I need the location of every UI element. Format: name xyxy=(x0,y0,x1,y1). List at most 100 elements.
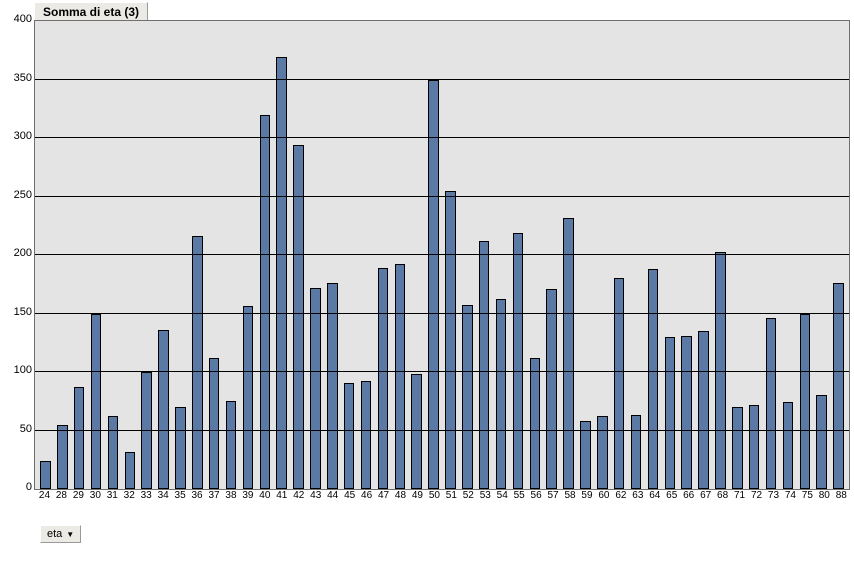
bar-slot xyxy=(577,21,594,489)
bar-slot xyxy=(358,21,375,489)
bar xyxy=(445,191,455,489)
x-tick-label: 58 xyxy=(562,490,579,501)
bar-slot xyxy=(189,21,206,489)
bar-slot xyxy=(88,21,105,489)
dropdown-label: eta xyxy=(47,528,62,540)
bar-slot xyxy=(661,21,678,489)
bar xyxy=(816,395,826,489)
bar-slot xyxy=(830,21,847,489)
bar xyxy=(293,145,303,489)
bar-slot xyxy=(712,21,729,489)
y-tick-label: 200 xyxy=(4,247,32,259)
gridline xyxy=(35,371,849,372)
bar-slot xyxy=(223,21,240,489)
plot-area xyxy=(34,20,850,490)
bar xyxy=(597,416,607,489)
y-tick-label: 250 xyxy=(4,189,32,201)
bar xyxy=(108,416,118,489)
bar xyxy=(141,372,151,489)
x-tick-label: 88 xyxy=(833,490,850,501)
y-tick-label: 300 xyxy=(4,130,32,142)
bar xyxy=(310,288,320,489)
x-tick-label: 62 xyxy=(612,490,629,501)
bar xyxy=(530,358,540,489)
bar xyxy=(681,336,691,489)
x-tick-label: 59 xyxy=(579,490,596,501)
x-tick-label: 60 xyxy=(595,490,612,501)
bar-slot xyxy=(172,21,189,489)
bar xyxy=(344,383,354,489)
bar-slot xyxy=(54,21,71,489)
x-tick-label: 67 xyxy=(697,490,714,501)
x-tick-label: 64 xyxy=(646,490,663,501)
bar-slot xyxy=(138,21,155,489)
bar-slot xyxy=(796,21,813,489)
x-tick-label: 42 xyxy=(290,490,307,501)
bar-slot xyxy=(105,21,122,489)
x-tick-label: 54 xyxy=(494,490,511,501)
x-tick-label: 68 xyxy=(714,490,731,501)
gridline xyxy=(35,254,849,255)
bar xyxy=(563,218,573,489)
bar-slot xyxy=(341,21,358,489)
x-tick-label: 63 xyxy=(629,490,646,501)
bar xyxy=(665,337,675,489)
bar xyxy=(57,425,67,489)
x-tick-label: 47 xyxy=(375,490,392,501)
x-tick-label: 35 xyxy=(172,490,189,501)
bar xyxy=(395,264,405,489)
bar xyxy=(614,278,624,489)
bar xyxy=(428,80,438,490)
bar-slot xyxy=(324,21,341,489)
bar-slot xyxy=(155,21,172,489)
x-tick-label: 57 xyxy=(545,490,562,501)
bar xyxy=(378,268,388,489)
bar-slot xyxy=(256,21,273,489)
x-tick-label: 34 xyxy=(155,490,172,501)
bar xyxy=(631,415,641,489)
x-tick-label: 53 xyxy=(477,490,494,501)
bar xyxy=(91,314,101,490)
y-tick-label: 0 xyxy=(4,481,32,493)
bar-slot xyxy=(459,21,476,489)
gridline xyxy=(35,430,849,431)
x-tick-label: 38 xyxy=(222,490,239,501)
bar-slot xyxy=(780,21,797,489)
bar xyxy=(226,401,236,489)
bar xyxy=(546,289,556,489)
x-tick-label: 41 xyxy=(273,490,290,501)
bar-slot xyxy=(240,21,257,489)
bar xyxy=(74,387,84,489)
eta-dropdown[interactable]: eta ▼ xyxy=(40,525,81,543)
bar xyxy=(648,269,658,489)
x-tick-label: 36 xyxy=(189,490,206,501)
chevron-down-icon: ▼ xyxy=(66,530,74,539)
bar xyxy=(158,330,168,489)
bar-chart: Somma di eta (3) 24282930313233343536373… xyxy=(0,0,854,510)
bar xyxy=(698,331,708,489)
x-tick-label: 75 xyxy=(799,490,816,501)
bar xyxy=(833,283,843,489)
x-tick-label: 33 xyxy=(138,490,155,501)
x-tick-label: 74 xyxy=(782,490,799,501)
bar-slot xyxy=(206,21,223,489)
y-tick-label: 400 xyxy=(4,13,32,25)
x-tick-label: 50 xyxy=(426,490,443,501)
x-tick-label: 66 xyxy=(680,490,697,501)
gridline xyxy=(35,79,849,80)
bar xyxy=(783,402,793,489)
x-tick-label: 37 xyxy=(206,490,223,501)
bar-slot xyxy=(628,21,645,489)
gridline xyxy=(35,313,849,314)
bar-slot xyxy=(594,21,611,489)
bar xyxy=(800,314,810,490)
bar-slot xyxy=(37,21,54,489)
x-tick-label: 72 xyxy=(748,490,765,501)
x-tick-label: 44 xyxy=(324,490,341,501)
bar-slot xyxy=(273,21,290,489)
bar xyxy=(125,452,135,489)
bar-slot xyxy=(560,21,577,489)
legend-label: Somma di eta (3) xyxy=(43,5,139,19)
x-tick-label: 51 xyxy=(443,490,460,501)
x-tick-label: 29 xyxy=(70,490,87,501)
